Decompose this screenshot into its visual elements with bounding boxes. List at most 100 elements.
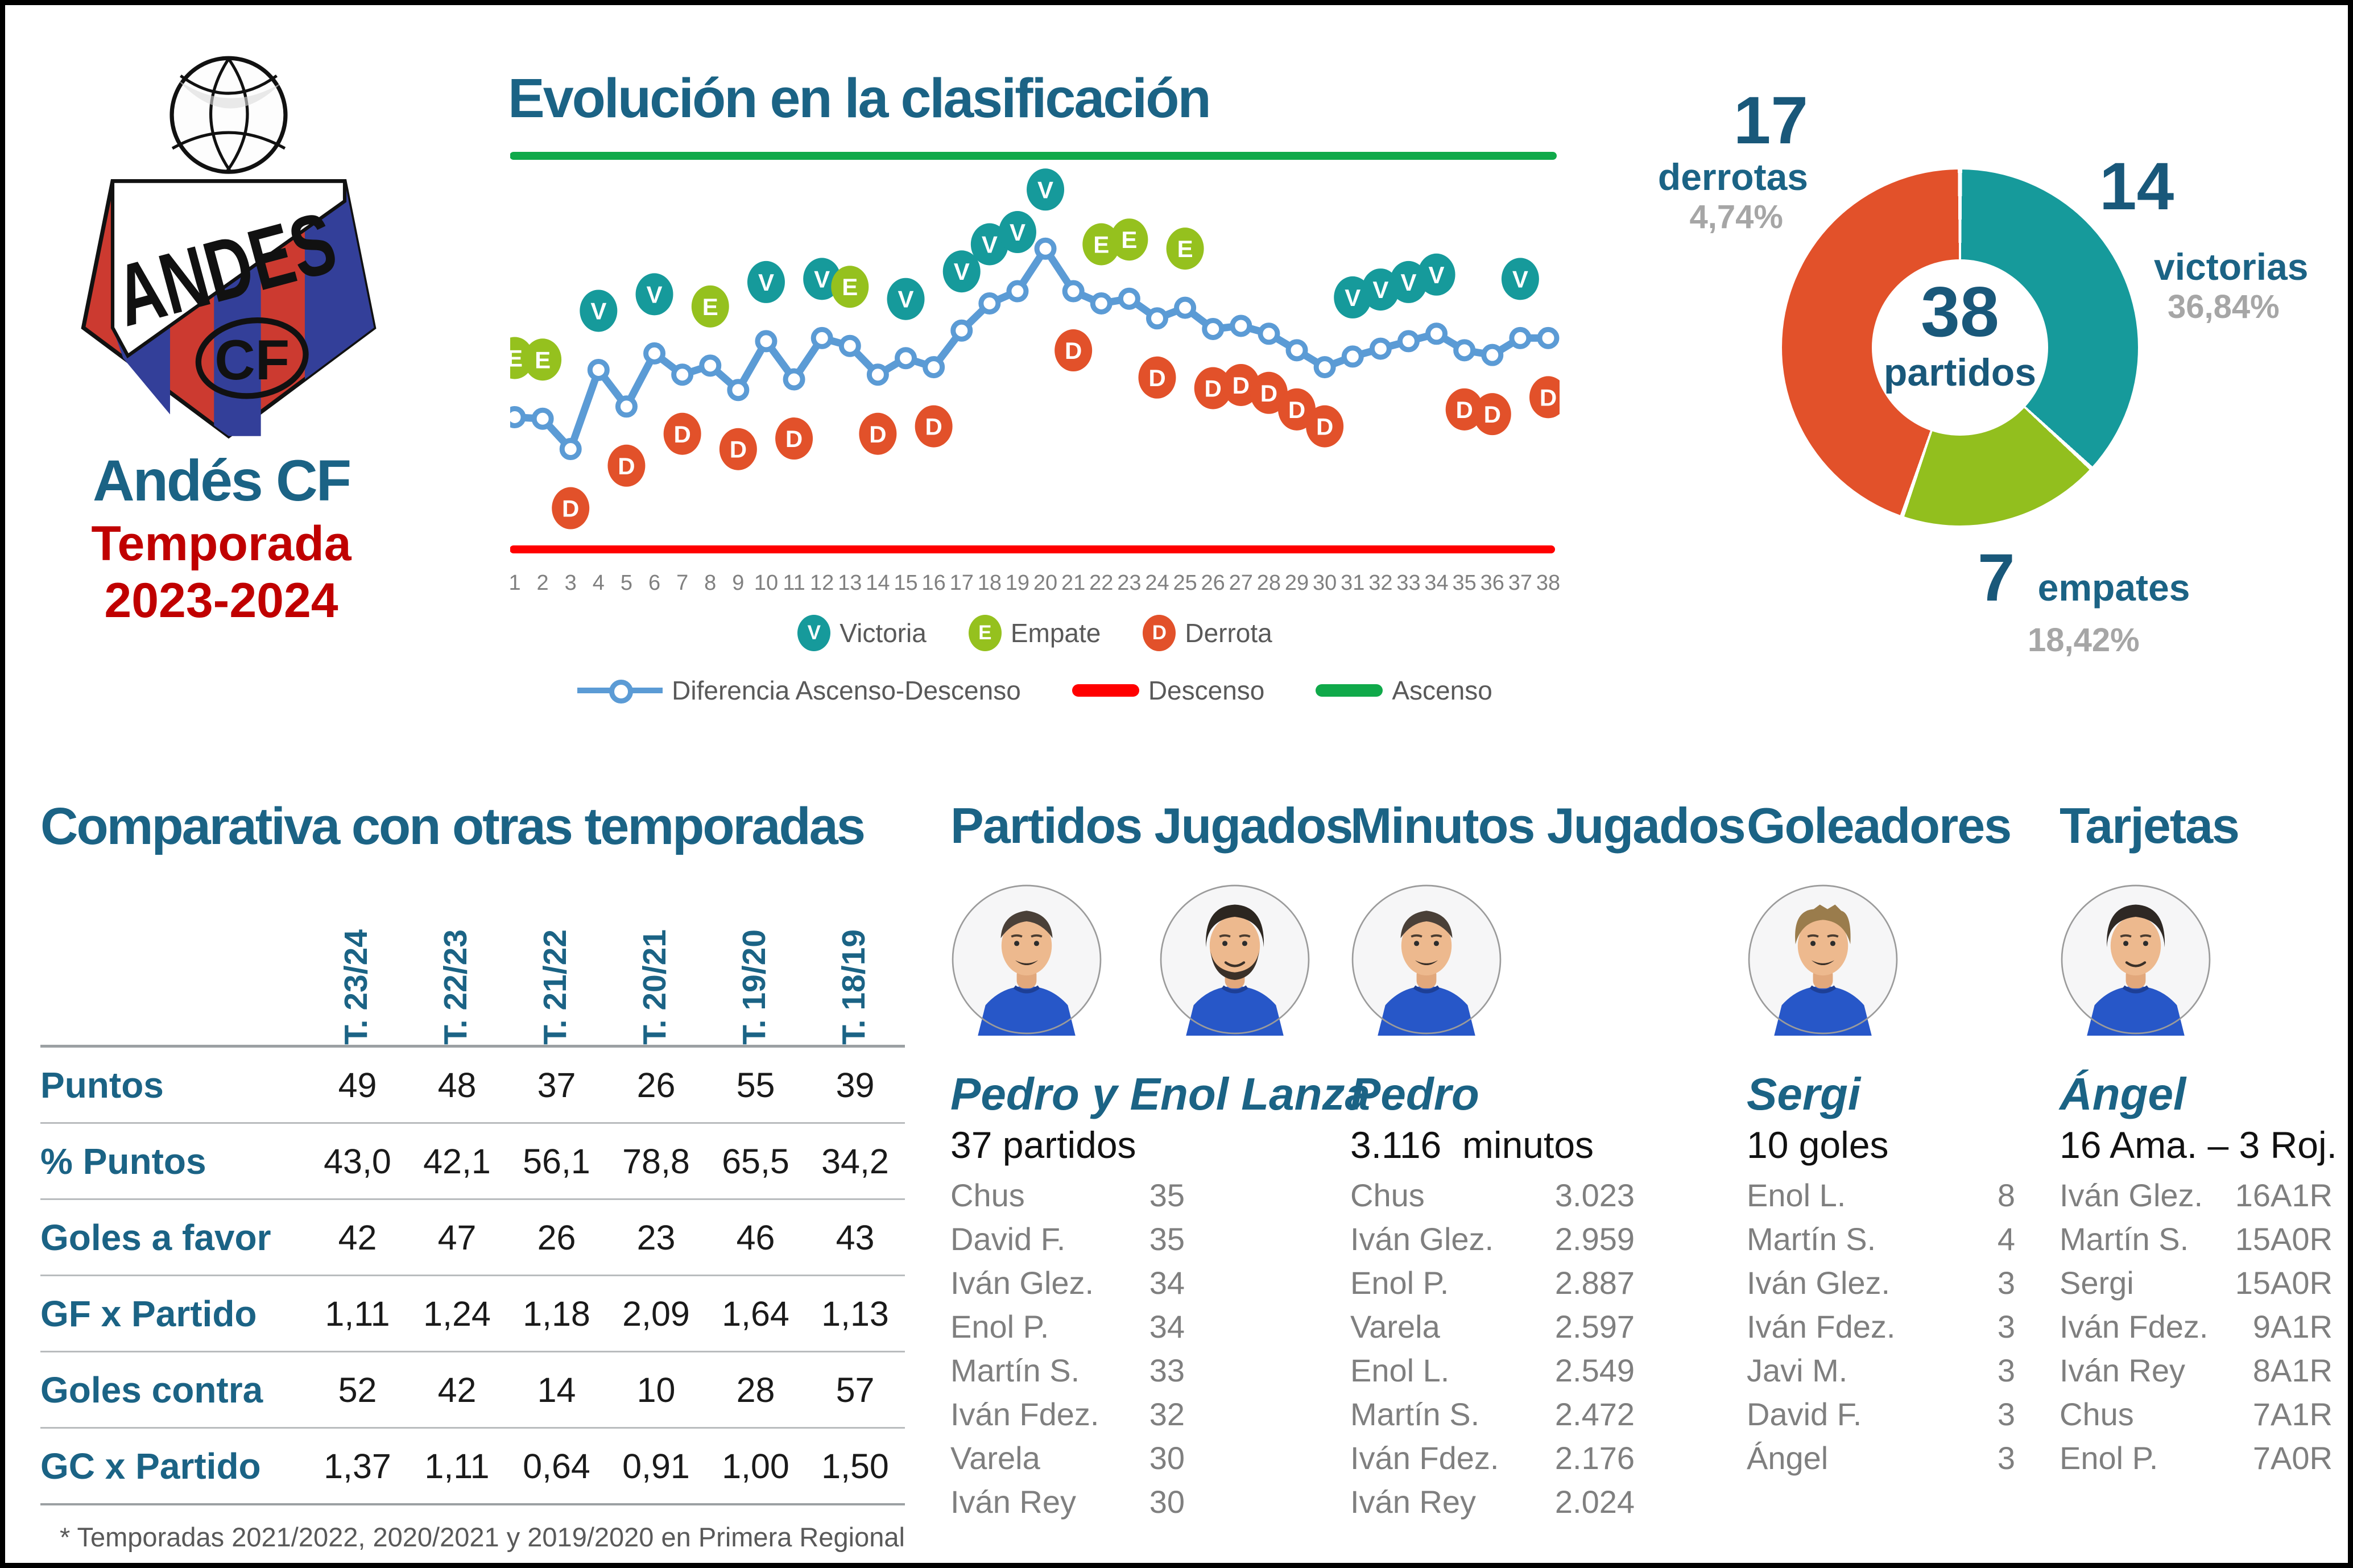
player-photos	[950, 883, 1310, 1036]
legend-label: Ascenso	[1392, 676, 1492, 705]
x-axis-tick: 13	[838, 571, 862, 595]
row-value: 48	[437, 1065, 477, 1104]
result-bubble-letter: E	[1177, 235, 1193, 262]
result-bubble-letter: V	[758, 269, 774, 296]
x-axis-tick: 35	[1453, 571, 1477, 595]
section-title: Tarjetas	[2060, 797, 2240, 854]
stat-list-row: Varela 2.597	[1350, 1305, 1635, 1348]
stat-list-row: David F. 35	[950, 1217, 1185, 1261]
result-bubble-letter: V	[982, 231, 998, 258]
row-label: Goles a favor	[40, 1217, 271, 1258]
player-name: Iván Rey	[2060, 1352, 2185, 1388]
player-name: Iván Fdez.	[950, 1396, 1099, 1432]
player-value: 4	[1997, 1221, 2015, 1257]
victorias-count: 14	[2099, 149, 2174, 224]
pedro-photo	[1351, 884, 1502, 1036]
data-point	[727, 379, 750, 402]
comparison-row-puntos: Puntos 49 48 37 26 55 39	[40, 1045, 905, 1122]
derrotas-text: derrotas	[1657, 155, 1808, 198]
result-bubble-V	[1501, 258, 1539, 300]
data-point	[671, 363, 694, 386]
stat-list-row: Iván Fdez. 3	[1747, 1305, 2015, 1348]
enol-lanza-photo	[1160, 884, 1310, 1036]
row-label: % Puntos	[40, 1140, 206, 1182]
player-value: 32	[1149, 1396, 1185, 1432]
player-name: Martín S.	[1747, 1221, 1876, 1257]
highlight-player-stat: 16 Ama. – 3 Roj.	[2060, 1123, 2337, 1166]
x-axis-tick: 15	[894, 571, 917, 595]
x-axis-tick: 20	[1033, 571, 1057, 595]
x-axis-tick: 16	[921, 571, 945, 595]
data-point	[923, 356, 945, 379]
player-name: Varela	[950, 1439, 1040, 1476]
section-minutos-jugados: Minutos Jugados Pedro 3.116 minutos Chus…	[1350, 797, 1746, 1524]
x-axis-tick: 5	[621, 571, 632, 595]
enol-lanza-photo	[1159, 883, 1311, 1036]
x-axis-tick: 7	[676, 571, 688, 595]
data-point	[1313, 356, 1336, 379]
x-axis-tick: 3	[565, 571, 577, 595]
row-value: 42,1	[423, 1141, 491, 1181]
result-bubble-D	[859, 412, 897, 455]
player-photos	[1350, 883, 1635, 1036]
data-point	[1006, 280, 1029, 303]
data-point	[531, 407, 554, 430]
stat-list-row: Martín S. 15A0R	[2060, 1217, 2333, 1261]
season-column-header: T. 20/21	[636, 929, 673, 1045]
stat-list-row: Martín S. 33	[950, 1348, 1185, 1392]
row-value: 1,00	[722, 1446, 789, 1486]
data-point	[615, 395, 638, 418]
player-name: Iván Glez.	[950, 1264, 1094, 1301]
result-bubble-letter: E	[1093, 231, 1109, 258]
donut-hole	[1872, 259, 2048, 436]
result-bubble-E	[831, 266, 869, 308]
result-bubble-D	[607, 444, 646, 487]
pedro-photo	[952, 884, 1102, 1036]
row-value: 23	[636, 1218, 676, 1257]
stat-list-row: Javi M. 3	[1747, 1348, 2015, 1392]
player-value: 3	[1997, 1264, 2015, 1301]
result-bubble-D	[1194, 367, 1232, 409]
stat-list-row: Ángel 3	[1747, 1436, 2015, 1480]
data-point	[1090, 292, 1113, 315]
player-name: Sergi	[2060, 1264, 2134, 1301]
stat-list-row: Iván Fdez. 2.176	[1350, 1436, 1635, 1480]
legend-swatch-icon	[1316, 684, 1383, 697]
result-bubble-letter: D	[1233, 372, 1250, 399]
stat-list-row: Iván Glez. 16A1R	[2060, 1173, 2333, 1217]
row-value: 1,24	[423, 1294, 491, 1333]
result-bubble-letter: D	[925, 413, 942, 440]
player-name: Iván Glez.	[2060, 1177, 2203, 1213]
player-value: 2.887	[1554, 1264, 1635, 1301]
shield: ANDES CF	[81, 179, 377, 439]
player-value: 3	[1997, 1396, 2015, 1432]
row-value: 1,37	[324, 1446, 391, 1486]
comparison-row-gc-x-partido: GC x Partido 1,37 1,11 0,64 0,91 1,00 1,50	[40, 1427, 905, 1503]
player-value: 2.472	[1554, 1396, 1635, 1432]
stat-list-row: Varela 30	[950, 1436, 1185, 1480]
victoria-badge-icon: V	[797, 615, 831, 651]
legend-item-empate: E Empate	[968, 615, 1101, 651]
row-value: 2,09	[622, 1294, 690, 1333]
row-value: 1,64	[722, 1294, 789, 1333]
player-value: 30	[1149, 1483, 1185, 1520]
row-value: 26	[537, 1218, 576, 1257]
data-point	[1285, 339, 1308, 362]
section-goleadores: Goleadores Sergi 10 goles Enol L. 8 Martín…	[1747, 797, 2015, 1480]
x-axis-tick: 33	[1396, 571, 1420, 595]
result-bubble-letter: V	[898, 286, 914, 313]
player-name: Iván Fdez.	[1747, 1308, 1896, 1344]
result-bubble-letter: D	[1260, 380, 1277, 407]
line-legend: Diferencia Ascenso-Descenso Descenso Ascen…	[510, 675, 1560, 706]
x-axis-tick: 23	[1117, 571, 1141, 595]
row-label: GC x Partido	[40, 1445, 261, 1487]
row-value: 49	[338, 1065, 377, 1104]
legend-label: Diferencia Ascenso-Descenso	[672, 676, 1021, 705]
stat-list-row: Iván Rey 8A1R	[2060, 1348, 2333, 1392]
season-column-header: T. 19/20	[735, 929, 772, 1045]
result-bubble-V	[580, 289, 618, 332]
x-axis-tick: 14	[866, 571, 890, 595]
x-axis-tick: 1	[510, 571, 521, 595]
player-value: 7A1R	[2252, 1396, 2333, 1432]
row-value: 26	[636, 1065, 676, 1104]
